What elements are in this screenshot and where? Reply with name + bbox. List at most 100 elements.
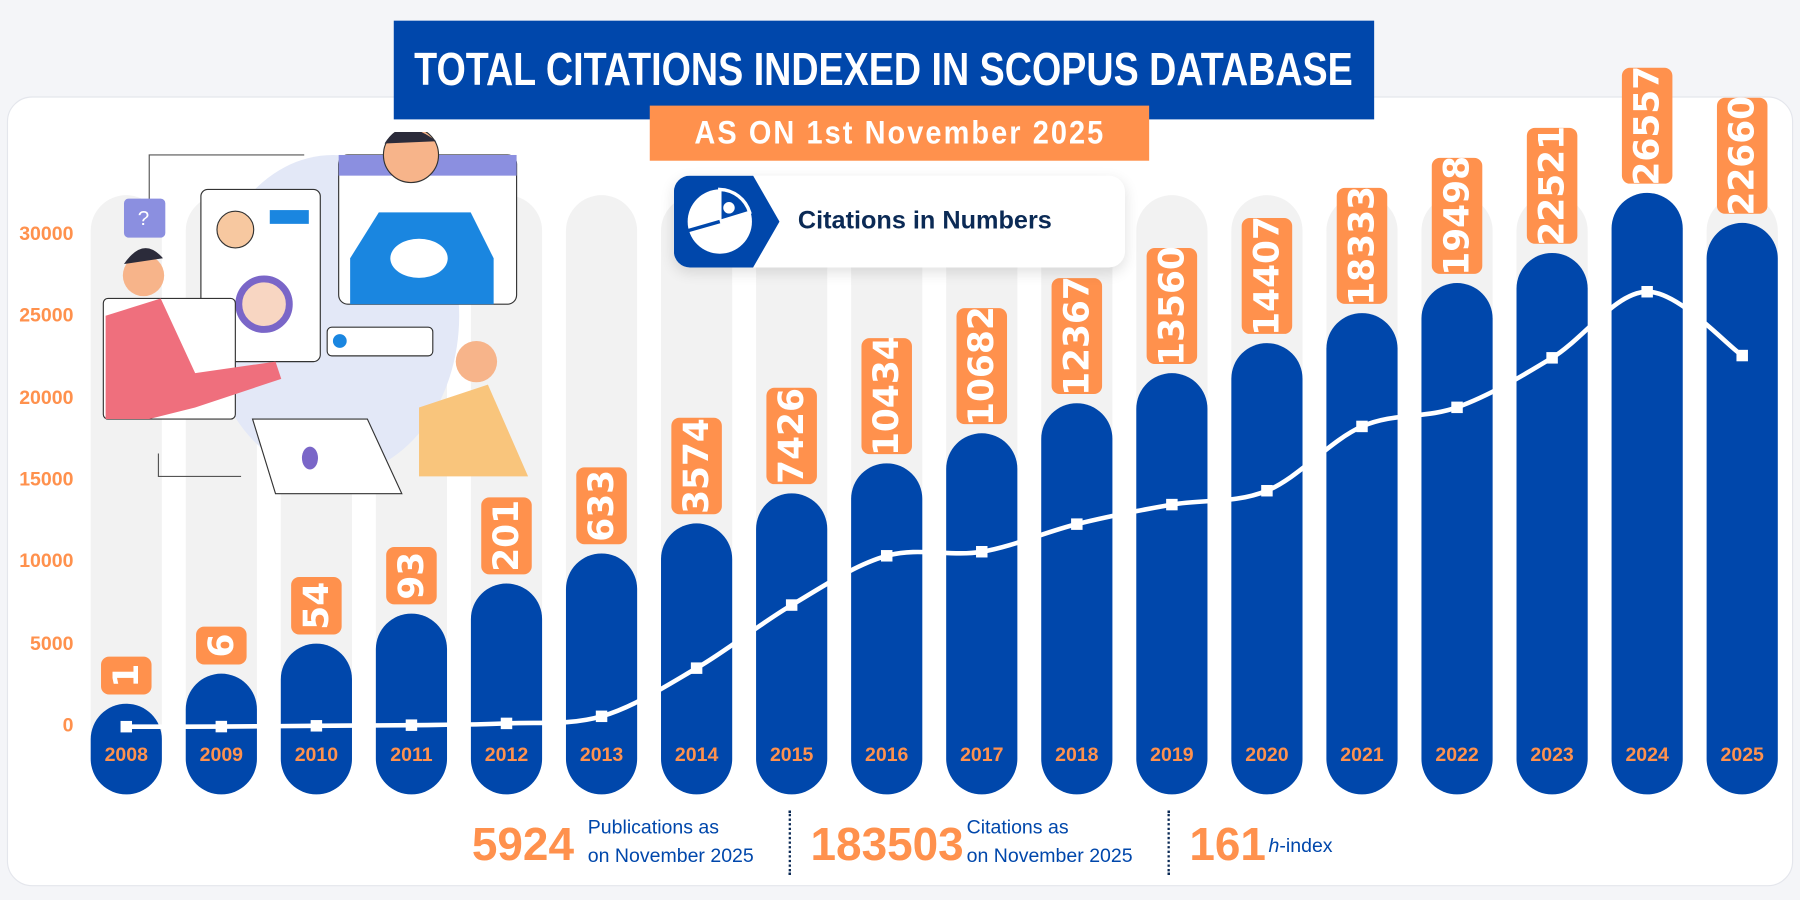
data-point <box>500 717 513 730</box>
value-label: 10434 <box>867 336 907 456</box>
bar <box>1231 343 1303 795</box>
year-label: 2021 <box>1340 744 1384 766</box>
pie-chart-person-icon <box>673 175 780 268</box>
value-label-box <box>101 656 152 695</box>
data-point <box>215 720 228 733</box>
year-label: 2020 <box>1245 744 1289 766</box>
value-label-box <box>1051 278 1103 395</box>
y-tick-label: 5000 <box>30 632 74 654</box>
data-point <box>595 710 608 723</box>
data-point <box>1356 420 1368 433</box>
data-point <box>1546 352 1558 364</box>
publications-label-line1: Publications as <box>587 816 720 839</box>
value-label: 54 <box>297 582 337 630</box>
year-label: 2013 <box>580 744 624 766</box>
data-point <box>976 545 988 558</box>
y-tick-label: 0 <box>62 714 74 736</box>
data-point <box>1736 349 1748 362</box>
bar <box>1326 313 1398 795</box>
bar <box>1136 373 1208 795</box>
year-label: 2016 <box>865 744 909 766</box>
y-tick-label: 10000 <box>19 550 74 573</box>
value-label: 22521 <box>1533 126 1573 246</box>
value-label: 7426 <box>772 388 812 484</box>
value-label: 3574 <box>677 418 717 514</box>
value-label: 633 <box>582 470 622 542</box>
value-label-box <box>1336 187 1388 304</box>
value-label-box <box>386 546 437 605</box>
bar <box>661 523 733 795</box>
publications-count: 5924 <box>471 819 574 871</box>
year-label: 2011 <box>390 744 432 766</box>
h-index-label-h: h <box>1268 834 1280 857</box>
bar <box>946 433 1018 795</box>
year-label: 2023 <box>1530 744 1574 766</box>
value-label-box <box>1621 67 1673 184</box>
citations-label-line2: on November 2025 <box>966 844 1133 867</box>
data-point <box>1641 285 1653 298</box>
data-point <box>310 720 323 732</box>
value-label: 19498 <box>1438 156 1478 276</box>
citations-label-line1: Citations as <box>966 816 1069 839</box>
chart-subtitle: AS ON 1st November 2025 <box>649 105 1150 161</box>
value-label: 26557 <box>1628 66 1668 186</box>
year-label: 2025 <box>1721 744 1765 766</box>
y-tick-label: 15000 <box>19 468 74 491</box>
value-label-box <box>861 338 912 455</box>
value-label-box <box>1431 157 1483 274</box>
bar <box>1516 252 1588 795</box>
value-label: 14407 <box>1247 216 1287 336</box>
value-label-box <box>766 387 817 485</box>
year-label: 2009 <box>200 744 244 766</box>
bar <box>756 493 828 795</box>
value-label-box <box>1716 97 1768 214</box>
value-label: 93 <box>392 552 432 600</box>
value-label: 201 <box>487 500 527 572</box>
data-point <box>785 599 798 611</box>
y-tick-label: 30000 <box>19 222 74 245</box>
divider <box>1167 810 1170 875</box>
year-label: 2017 <box>960 744 1003 766</box>
h-index-label: h-index <box>1269 831 1333 860</box>
bar <box>280 643 352 795</box>
svg-text:?: ? <box>138 207 150 230</box>
year-label: 2015 <box>770 744 814 766</box>
publications-label: Publications as on November 2025 <box>588 813 754 870</box>
y-tick-label: 20000 <box>19 386 74 409</box>
y-tick-label: 25000 <box>19 304 74 327</box>
citations-in-numbers-badge: Citations in Numbers <box>673 175 1126 268</box>
h-index-value: 161 <box>1189 819 1266 871</box>
value-label-box <box>1241 217 1293 334</box>
citations-count: 183503 <box>810 819 964 871</box>
data-point <box>1071 518 1083 530</box>
value-label-box <box>1146 248 1198 364</box>
citations-label: Citations as on November 2025 <box>967 813 1133 870</box>
chart-subtitle-text: AS ON 1st November 2025 <box>693 114 1105 151</box>
value-label: 1 <box>107 664 147 688</box>
value-label-box <box>956 308 1008 425</box>
bar <box>1611 192 1683 795</box>
value-label-box <box>576 467 627 545</box>
publications-label-line2: on November 2025 <box>587 844 754 867</box>
bar <box>1421 283 1493 795</box>
value-label-box <box>291 577 342 635</box>
value-label: 13560 <box>1152 246 1192 366</box>
year-label: 2018 <box>1055 744 1099 766</box>
bar <box>1706 222 1778 795</box>
data-point <box>1166 498 1178 511</box>
value-label: 22660 <box>1723 96 1763 216</box>
year-label: 2008 <box>105 744 149 766</box>
divider <box>788 810 791 875</box>
bar <box>375 613 448 795</box>
chart-title-text: TOTAL CITATIONS INDEXED IN SCOPUS DATABA… <box>414 44 1354 95</box>
h-index-label-rest: -index <box>1279 834 1333 857</box>
data-point <box>1451 401 1463 414</box>
year-label: 2019 <box>1150 744 1194 766</box>
year-label: 2012 <box>485 744 529 766</box>
year-label: 2022 <box>1435 744 1479 766</box>
value-label: 10682 <box>962 306 1002 426</box>
chart-title: TOTAL CITATIONS INDEXED IN SCOPUS DATABA… <box>393 20 1375 120</box>
bar <box>185 673 257 795</box>
bar <box>470 583 543 795</box>
